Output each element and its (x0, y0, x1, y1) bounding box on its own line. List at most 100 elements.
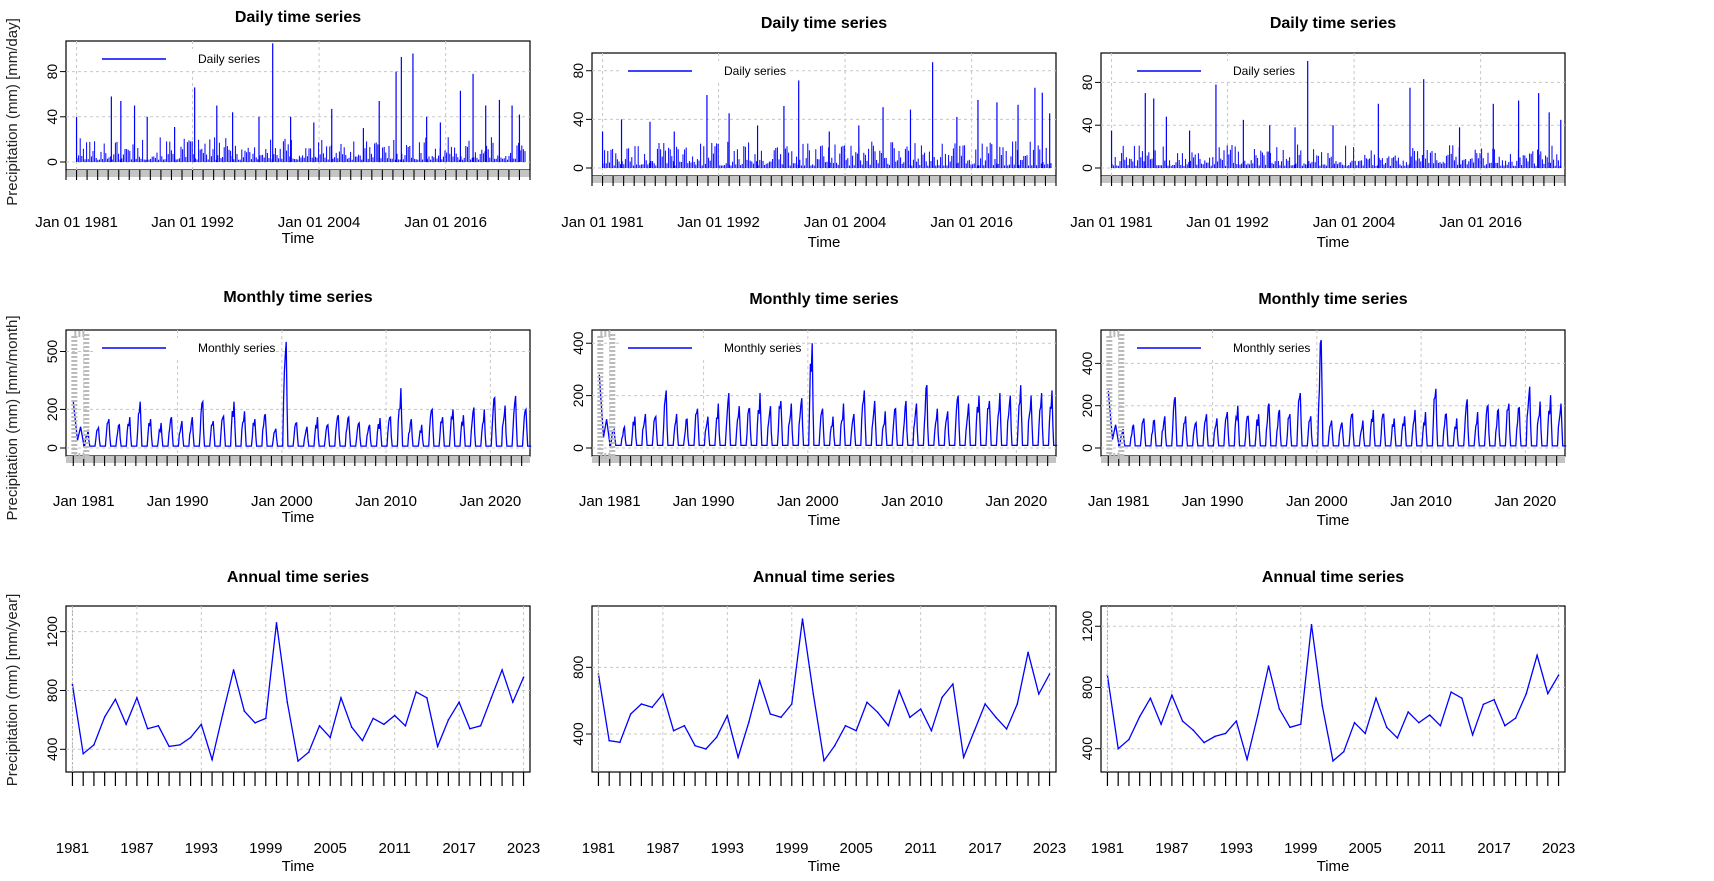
x-tick-label: Jan 2020 (986, 493, 1048, 510)
annual-point (833, 744, 836, 747)
annual-point (447, 719, 450, 721)
annual-point (383, 723, 385, 726)
annual-point (350, 726, 353, 729)
annual-point (1439, 724, 1442, 727)
annual-point (651, 706, 653, 709)
annual-point (790, 703, 793, 705)
annual-point (898, 689, 900, 692)
annual-point (512, 701, 514, 704)
x-tick-label: 1987 (1155, 840, 1188, 857)
annual-point (1257, 714, 1259, 716)
y-axis-label-daily: Precipitation (mm) [mm/day] (4, 18, 21, 206)
legend-label: Monthly series (1233, 341, 1310, 355)
x-tick-label: Jan 2000 (1286, 493, 1348, 510)
x-tick-label: Jan 01 2004 (1313, 214, 1396, 231)
annual-point (1504, 724, 1506, 727)
x-tick-label: Jan 2010 (881, 493, 943, 510)
x-tick-label: 1999 (1284, 840, 1317, 857)
annual-point (404, 724, 407, 727)
annual-point (694, 744, 696, 747)
annual-point (436, 745, 439, 748)
annual-point (1375, 697, 1377, 699)
annual-point (737, 756, 739, 759)
annual-point (103, 716, 106, 718)
legend-label: Daily series (1233, 64, 1295, 78)
annual-point (726, 714, 729, 717)
legend-label: Monthly series (724, 341, 801, 355)
x-tick-label: 2011 (1414, 840, 1446, 857)
x-tick-label: 1981 (1091, 840, 1124, 857)
annual-point (909, 716, 911, 719)
y-tick-label: 0 (44, 444, 60, 452)
x-tick-band (1101, 456, 1565, 463)
annual-point (930, 729, 933, 732)
annual-point (619, 741, 621, 744)
legend-label: Daily series (724, 64, 786, 78)
x-axis-label: Time (808, 234, 841, 251)
x-tick-label: 1981 (56, 840, 89, 857)
annual-point (222, 713, 224, 715)
y-axis-label-monthly: Precipitation (mm) [mm/month] (4, 315, 21, 520)
y-tick-label: 200 (1079, 394, 1095, 418)
y-tick-label: 40 (44, 109, 60, 125)
annual-point (168, 745, 170, 748)
y-tick-label: 1200 (1079, 610, 1095, 641)
annual-point (1224, 732, 1227, 735)
annual-point (941, 696, 943, 699)
x-axis-label: Time (808, 858, 841, 875)
y-tick-label: 40 (1079, 117, 1095, 133)
annual-point (146, 727, 149, 730)
x-tick-label: Jan 01 2004 (804, 214, 887, 231)
x-tick-label: 2005 (1349, 840, 1382, 857)
x-tick-label: Jan 01 1981 (1070, 214, 1153, 231)
panel-title: Annual time series (1262, 569, 1404, 586)
panel-daily-2: Daily time series 0 40 80 Jan 01 1981 Jan 01 … (561, 15, 1057, 251)
x-axis-label: Time (1317, 512, 1350, 529)
annual-point (1160, 723, 1162, 726)
y-tick-label: 40 (570, 111, 586, 127)
x-tick-label: Jan 1990 (147, 493, 209, 510)
x-tick-label: 2011 (379, 840, 411, 857)
annual-point (1461, 697, 1463, 699)
x-tick-label: 1999 (775, 840, 808, 857)
annual-point (1557, 674, 1560, 677)
annual-point (522, 676, 525, 679)
x-tick-label: 1993 (711, 840, 744, 857)
x-tick-label: Jan 01 2004 (278, 214, 361, 231)
y-tick-label: 0 (1079, 444, 1095, 452)
y-tick-label: 800 (1079, 676, 1095, 700)
annual-point (1428, 714, 1431, 716)
annual-point (1342, 750, 1345, 753)
y-tick-label: 400 (1079, 351, 1095, 375)
panels: Daily time series 0 40 80 Jan 01 1981 Jan 01 … (35, 9, 1575, 875)
plot-frame (1100, 605, 1566, 773)
annual-point (297, 760, 299, 762)
annual-point (264, 717, 267, 720)
y-tick-label: 500 (44, 340, 60, 364)
panel-monthly-2: Monthly time series 0 200 400 Jan 1981 Jan 19… (570, 291, 1058, 529)
x-tick-label: 1993 (1220, 840, 1253, 857)
annual-point (1214, 735, 1216, 738)
legend-shadow (71, 331, 90, 459)
annual-point (1364, 732, 1367, 735)
annual-point (1181, 720, 1184, 722)
panel-title: Daily time series (235, 9, 361, 26)
x-tick-label: 1981 (582, 840, 615, 857)
annual-point (823, 759, 825, 762)
x-axis-label: Time (282, 858, 315, 875)
annual-point (780, 716, 782, 719)
annual-point (1016, 703, 1019, 705)
x-tick-label: 2017 (968, 840, 1001, 857)
legend-box (94, 338, 264, 358)
y-tick-label: 800 (44, 679, 60, 703)
panel-monthly-1: Monthly time series 0 200 500 Jan 1981 Jan 19… (44, 289, 532, 526)
panel-title: Monthly time series (223, 289, 372, 306)
y-tick-label: 80 (1079, 74, 1095, 90)
annual-point (1267, 665, 1270, 667)
x-tick-label: Jan 01 2016 (404, 214, 487, 231)
x-tick-label: 2023 (1542, 840, 1575, 857)
x-tick-label: Jan 01 1992 (677, 214, 760, 231)
annual-point (1482, 703, 1485, 706)
annual-point (1493, 698, 1495, 701)
x-tick-label: 1993 (185, 840, 218, 857)
